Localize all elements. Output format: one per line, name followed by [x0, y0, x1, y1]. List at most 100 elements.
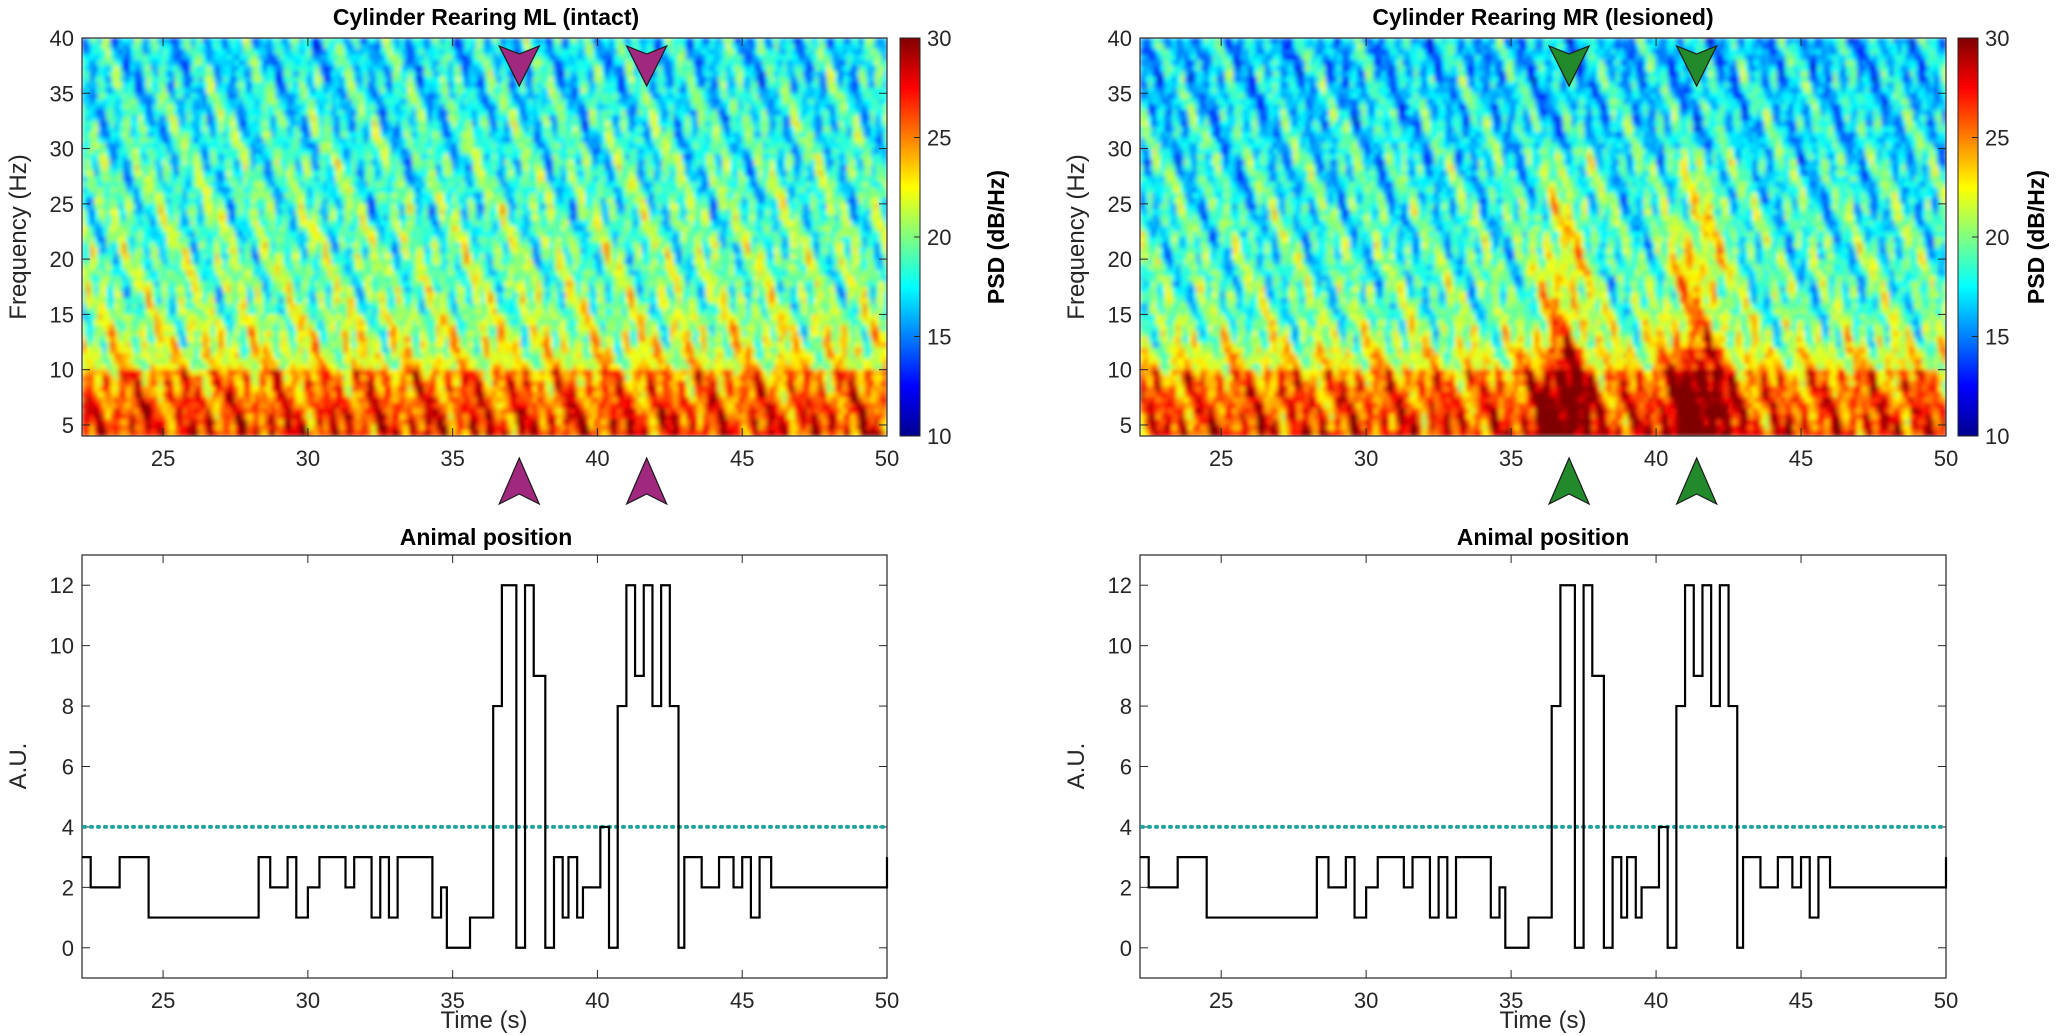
heatmap-cell [488, 120, 494, 128]
heatmap-cell [98, 82, 103, 89]
heatmap-cell [399, 148, 405, 155]
heatmap-cell [798, 120, 804, 128]
heatmap-cell [444, 143, 449, 150]
heatmap-cell [359, 115, 365, 122]
heatmap-cell [86, 60, 91, 67]
heatmap-cell [198, 143, 204, 150]
heatmap-cell [335, 49, 341, 56]
heatmap-cell [399, 71, 405, 78]
heatmap-cell [391, 104, 397, 111]
heatmap-cell [798, 154, 804, 161]
heatmap-cell [460, 154, 465, 161]
heatmap-cell [705, 131, 711, 139]
heatmap-cell [476, 159, 482, 166]
heatmap-cell [693, 137, 699, 144]
heatmap-cell [327, 49, 333, 56]
heatmap-cell [548, 165, 554, 172]
heatmap-cell [581, 115, 586, 122]
heatmap-cell [605, 126, 610, 133]
heatmap-cell [404, 120, 409, 128]
heatmap-cell [98, 120, 103, 128]
heatmap-cell [118, 76, 123, 83]
heatmap-cell [512, 98, 518, 105]
heatmap-cell [118, 115, 123, 122]
heatmap-cell [726, 98, 731, 105]
heatmap-cell [238, 98, 244, 105]
heatmap-cell [730, 49, 735, 56]
heatmap-cell [130, 43, 135, 50]
heatmap-cell [379, 98, 385, 105]
heatmap-cell [484, 49, 490, 56]
heatmap-cell [838, 137, 844, 144]
heatmap-cell [830, 137, 836, 144]
heatmap-cell [524, 170, 530, 177]
heatmap-cell [758, 115, 763, 122]
heatmap-cell [496, 109, 502, 116]
heatmap-cell [794, 126, 800, 133]
heatmap-cell [210, 143, 216, 150]
heatmap-cell [138, 131, 143, 139]
heatmap-cell [452, 54, 457, 61]
heatmap-cell [327, 137, 333, 144]
heatmap-cell [854, 126, 860, 133]
heatmap-cell [395, 137, 401, 144]
heatmap-cell [645, 165, 651, 172]
heatmap-cell [597, 143, 602, 150]
heatmap-cell [637, 126, 643, 133]
heatmap-cell [323, 93, 329, 100]
heatmap-cell [178, 154, 184, 161]
heatmap-cell [230, 126, 236, 133]
heatmap-cell [734, 159, 739, 166]
heatmap-cell [311, 143, 317, 150]
heatmap-cell [601, 49, 606, 56]
heatmap-cell [134, 104, 139, 111]
heatmap-cell [218, 60, 224, 67]
heatmap-cell [391, 109, 397, 116]
heatmap-cell [653, 76, 659, 83]
heatmap-cell [593, 71, 598, 78]
heatmap-cell [842, 109, 848, 116]
heatmap-cell [802, 148, 808, 155]
heatmap-cell [166, 65, 172, 72]
heatmap-cell [130, 38, 135, 45]
heatmap-cell [500, 137, 506, 144]
heatmap-cell [319, 165, 325, 172]
heatmap-cell [782, 154, 787, 161]
heatmap-cell [738, 43, 743, 50]
heatmap-cell [311, 120, 317, 128]
heatmap-cell [581, 60, 586, 67]
heatmap-cell [460, 109, 465, 116]
heatmap-cell [540, 43, 546, 50]
heatmap-cell [581, 38, 586, 45]
heatmap-cell [585, 126, 590, 133]
heatmap-cell [496, 131, 502, 139]
heatmap-cell [408, 38, 413, 45]
heatmap-cell [452, 159, 457, 166]
heatmap-cell [468, 38, 474, 45]
heatmap-cell [786, 82, 792, 89]
heatmap-cell [569, 76, 574, 83]
heatmap-cell [456, 126, 461, 133]
heatmap-cell [802, 165, 808, 172]
heatmap-cell [713, 170, 719, 177]
heatmap-cell [331, 126, 337, 133]
heatmap-cell [154, 93, 160, 100]
heatmap-cell [198, 131, 204, 139]
heatmap-cell [444, 43, 449, 50]
heatmap-cell [247, 170, 252, 177]
heatmap-cell [878, 43, 884, 50]
heatmap-cell [343, 115, 349, 122]
heatmap-cell [311, 82, 317, 89]
heatmap-cell [347, 120, 353, 128]
heatmap-cell [746, 115, 751, 122]
heatmap-cell [323, 120, 329, 128]
heatmap-cell [371, 148, 377, 155]
heatmap-cell [806, 82, 812, 89]
heatmap-cell [681, 165, 687, 172]
heatmap-cell [387, 71, 393, 78]
heatmap-cell [194, 104, 200, 111]
heatmap-cell [830, 43, 836, 50]
heatmap-cell [762, 43, 767, 50]
heatmap-cell [778, 54, 783, 61]
heatmap-cell [878, 49, 884, 56]
